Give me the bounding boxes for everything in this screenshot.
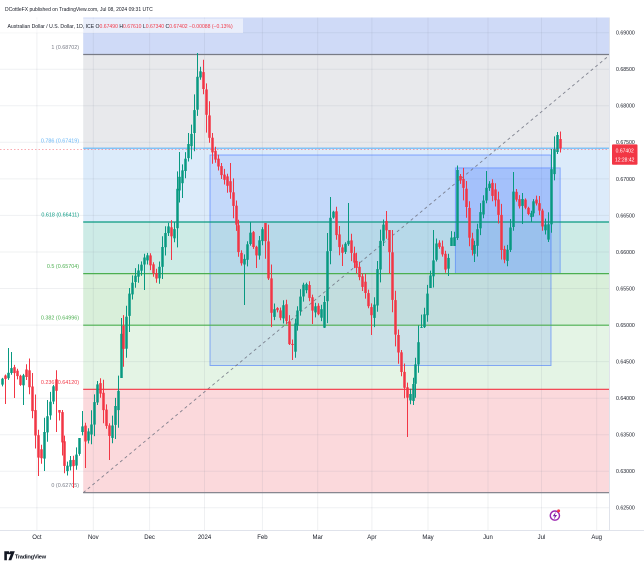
svg-text:0.66000: 0.66000 xyxy=(616,250,635,256)
svg-text:0 (0.62705): 0 (0.62705) xyxy=(51,483,79,489)
svg-text:0.68000: 0.68000 xyxy=(616,104,635,110)
svg-text:0.65500: 0.65500 xyxy=(616,286,635,292)
svg-text:1 (0.68702): 1 (0.68702) xyxy=(51,45,79,51)
svg-text:TradingView: TradingView xyxy=(15,554,47,560)
svg-text:Nov: Nov xyxy=(88,535,99,541)
svg-text:0.5 (0.65704): 0.5 (0.65704) xyxy=(47,264,79,270)
svg-text:Apr: Apr xyxy=(367,535,376,541)
svg-text:0.64000: 0.64000 xyxy=(616,396,635,402)
svg-text:Oct: Oct xyxy=(32,535,42,541)
svg-text:0.65000: 0.65000 xyxy=(616,323,635,329)
svg-text:0.382 (0.64996): 0.382 (0.64996) xyxy=(41,316,79,322)
svg-text:Australian Dollar / U.S. Dolla: Australian Dollar / U.S. Dollar, 1D, ICE… xyxy=(8,24,233,30)
svg-text:Jun: Jun xyxy=(483,535,493,541)
svg-text:0.62500: 0.62500 xyxy=(616,506,635,512)
svg-text:May: May xyxy=(422,535,433,541)
svg-text:0.68500: 0.68500 xyxy=(616,67,635,73)
svg-text:DCottleFX published on Trading: DCottleFX published on TradingView.com, … xyxy=(5,7,153,13)
svg-text:0.786 (0.67419): 0.786 (0.67419) xyxy=(41,139,79,145)
svg-text:2024: 2024 xyxy=(198,535,212,541)
svg-text:0.67500: 0.67500 xyxy=(616,140,635,146)
svg-text:0.618 (0.66411): 0.618 (0.66411) xyxy=(41,213,79,219)
svg-text:0.64500: 0.64500 xyxy=(616,360,635,366)
svg-text:0.67000: 0.67000 xyxy=(616,177,635,183)
svg-text:Feb: Feb xyxy=(257,535,268,541)
svg-text:Aug: Aug xyxy=(591,535,602,541)
svg-text:0.63500: 0.63500 xyxy=(616,433,635,439)
svg-text:Mar: Mar xyxy=(313,535,323,541)
svg-text:0.63000: 0.63000 xyxy=(616,469,635,475)
svg-text:0.67402: 0.67402 xyxy=(616,149,634,155)
svg-text:12:28:42: 12:28:42 xyxy=(615,157,635,163)
svg-text:0.69000: 0.69000 xyxy=(616,31,635,37)
svg-text:0.236 (0.64120): 0.236 (0.64120) xyxy=(41,380,79,386)
svg-text:Jul: Jul xyxy=(538,535,546,541)
svg-text:Dec: Dec xyxy=(144,535,155,541)
svg-text:0.66500: 0.66500 xyxy=(616,213,635,219)
